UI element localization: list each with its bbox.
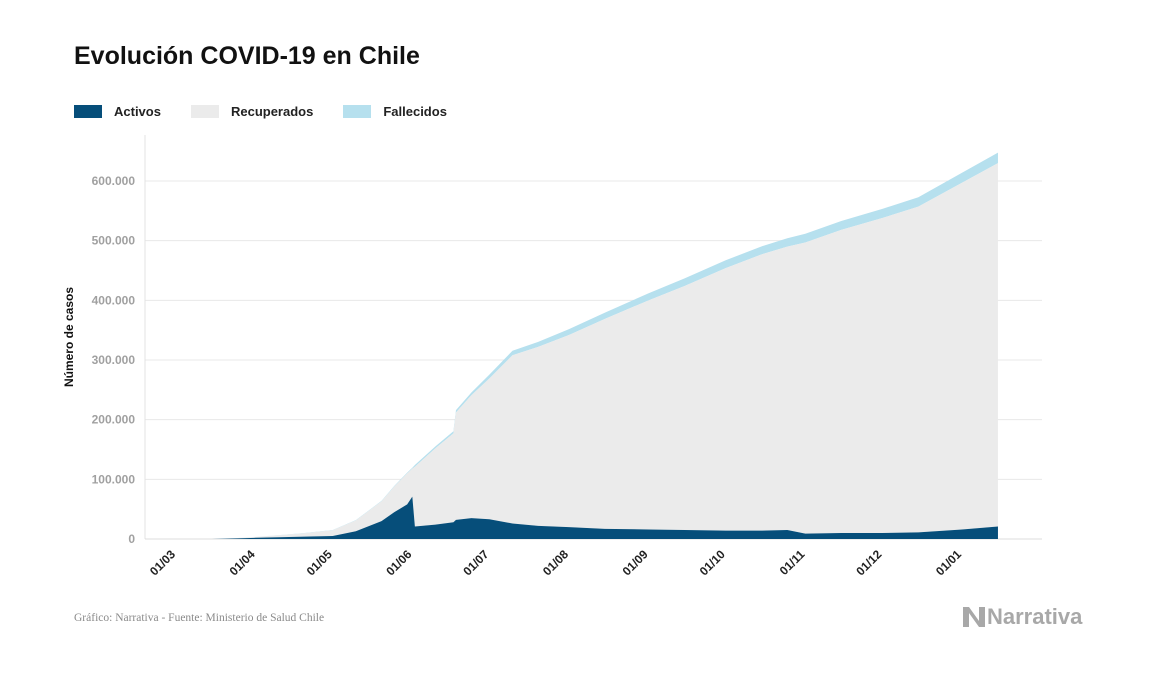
x-tick-label: 01/11: [777, 547, 808, 578]
chart-title: Evolución COVID-19 en Chile: [74, 42, 420, 70]
narrativa-logo-icon: [963, 607, 985, 627]
legend-label-fallecidos: Fallecidos: [383, 104, 447, 119]
x-tick-label: 01/01: [933, 547, 964, 578]
brand-logo: Narrativa: [963, 604, 1082, 630]
y-tick-label: 400.000: [92, 293, 136, 307]
area-activos: [181, 496, 998, 539]
y-tick-label: 500.000: [92, 234, 136, 248]
legend-swatch-recuperados: [190, 105, 219, 118]
y-tick-label: 0: [128, 532, 135, 546]
legend-item-recuperados: Recuperados: [190, 104, 314, 119]
y-axis-label: Número de casos: [62, 287, 76, 387]
legend-label-activos: Activos: [114, 104, 161, 119]
x-tick-label: 01/05: [304, 547, 335, 578]
y-tick-label: 200.000: [92, 413, 136, 427]
source-note: Gráfico: Narrativa - Fuente: Ministerio …: [74, 612, 325, 624]
legend-item-activos: Activos: [74, 104, 161, 119]
x-tick-label: 01/10: [697, 547, 728, 578]
y-tick-label: 600.000: [92, 174, 136, 188]
x-tick-label: 01/03: [147, 547, 178, 578]
x-tick-label: 01/08: [540, 547, 571, 578]
legend-swatch-activos: [74, 105, 102, 118]
y-tick-label: 300.000: [92, 353, 136, 367]
legend-label-recuperados: Recuperados: [230, 104, 314, 119]
x-tick-label: 01/07: [460, 547, 491, 578]
legend: Activos Recuperados Fallecidos: [74, 104, 447, 119]
x-tick-label: 01/12: [853, 547, 884, 578]
area-recuperados: [181, 163, 998, 539]
x-tick-label: 01/09: [620, 547, 651, 578]
y-tick-label: 100.000: [92, 472, 136, 486]
legend-swatch-fallecidos: [343, 105, 372, 118]
legend-item-fallecidos: Fallecidos: [343, 104, 447, 119]
x-tick-label: 01/06: [383, 547, 414, 578]
brand-name: Narrativa: [987, 604, 1083, 629]
x-tick-label: 01/04: [227, 547, 258, 578]
